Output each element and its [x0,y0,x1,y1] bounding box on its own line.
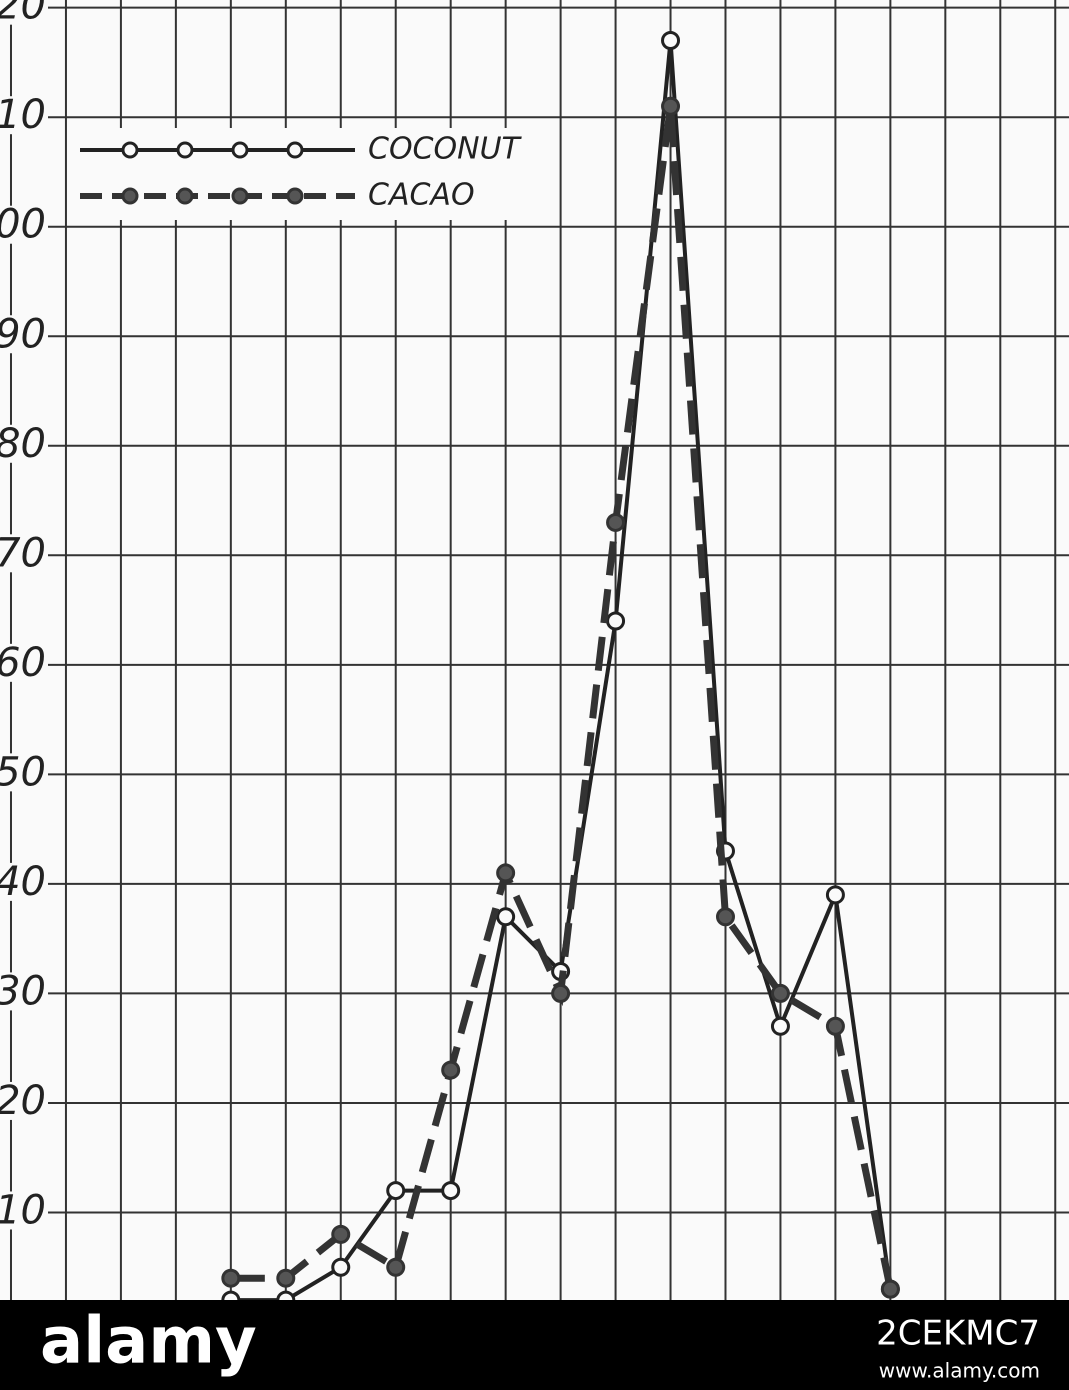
data-point [331,1257,351,1277]
y-tick-label: 110 [0,92,46,138]
data-point [441,1181,461,1201]
y-tick-label: 20 [0,1078,46,1124]
data-point [386,1181,406,1201]
data-point [770,983,790,1003]
y-tick-label: 40 [0,859,46,905]
y-tick-label: 120 [0,0,46,29]
data-point [825,885,845,905]
data-point [331,1224,351,1244]
legend-marker [286,187,304,205]
y-tick-label: 80 [0,421,46,467]
data-point [386,1257,406,1277]
data-point [770,1016,790,1036]
data-point [496,907,516,927]
y-tick-label: 60 [0,640,46,686]
y-tick-label: 100 [0,202,46,248]
data-point [825,1016,845,1036]
label-backdrop [0,643,48,682]
label-backdrop [0,1191,48,1230]
watermark-brand: alamy [40,1305,257,1379]
label-backdrop [0,0,48,25]
label-backdrop [0,534,48,573]
legend-marker [176,187,194,205]
legend-marker [231,141,249,159]
watermark-url: www.alamy.com [879,1359,1040,1383]
data-point [880,1279,900,1299]
y-tick-label: 10 [0,1187,46,1233]
label-backdrop [0,96,48,135]
label-backdrop [0,862,48,901]
data-point [276,1268,296,1288]
y-tick-label: 90 [0,311,46,357]
y-tick-label: 70 [0,530,46,576]
data-point [441,1060,461,1080]
legend-marker [286,141,304,159]
label-backdrop [0,1081,48,1120]
label-backdrop [0,972,48,1011]
legend-marker [121,141,139,159]
legend-label: CACAO [368,178,475,213]
data-point [606,611,626,631]
data-point [221,1268,241,1288]
label-backdrop [0,315,48,354]
data-point [496,863,516,883]
data-point [606,512,626,532]
label-backdrop [0,753,48,792]
legend-marker [121,187,139,205]
data-point [661,31,681,51]
watermark-bar [0,1300,1069,1390]
legend-marker [231,187,249,205]
watermark-id: 2CEKMC7 [876,1314,1040,1354]
y-tick-label: 30 [0,968,46,1014]
label-backdrop [0,205,48,244]
data-point [661,96,681,116]
label-backdrop [0,424,48,463]
legend-marker [176,141,194,159]
data-point [715,907,735,927]
y-tick-label: 50 [0,749,46,795]
legend-label: COCONUT [368,132,523,167]
data-point [551,983,571,1003]
